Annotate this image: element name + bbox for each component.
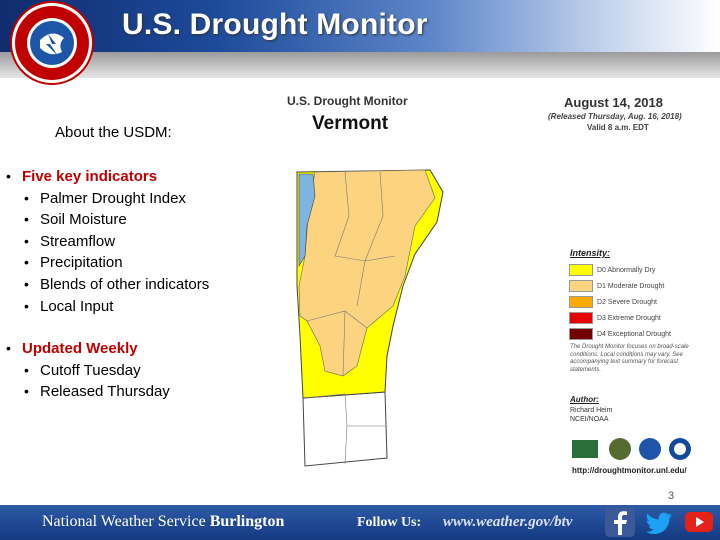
footer-follow-label: Follow Us: — [357, 515, 422, 530]
nidis-logo-icon — [639, 438, 661, 460]
map-release-date: (Released Thursday, Aug. 16, 2018) — [548, 112, 682, 121]
header-banner — [0, 0, 720, 78]
map-date: August 14, 2018 — [564, 95, 663, 110]
list-item: • Released Thursday — [24, 383, 170, 401]
list-item: • Soil Moisture — [24, 211, 127, 229]
page-title: U.S. Drought Monitor — [122, 8, 428, 41]
vermont-map — [296, 169, 444, 467]
map-state-name: Vermont — [312, 113, 389, 134]
agency-logos — [572, 438, 691, 460]
doc-logo-icon — [609, 438, 631, 460]
drought-legend: D0 Abnormally Dry D1 Moderate Drought D2… — [569, 262, 671, 342]
section-label: Five key indicators — [22, 168, 158, 185]
nws-logo-icon — [10, 1, 94, 85]
header-blue-band — [0, 0, 720, 52]
youtube-icon[interactable] — [684, 507, 714, 537]
list-item: • Blends of other indicators — [24, 275, 210, 293]
list-item: • Local Input — [24, 297, 114, 315]
footer-url-link[interactable]: www.weather.gov/btv — [443, 514, 573, 530]
footer-bar: National Weather Service Burlington Foll… — [0, 505, 720, 540]
map-note: The Drought Monitor focuses on broad-sca… — [570, 344, 689, 373]
footer-org: National Weather Service Burlington — [42, 513, 285, 530]
legend-swatch — [569, 264, 593, 276]
map-url[interactable]: http://droughtmonitor.unl.edu/ — [572, 466, 687, 475]
author-name: Richard Heim — [570, 407, 613, 414]
author-info: Richard Heim NCEI/NOAA — [570, 406, 612, 424]
facebook-icon[interactable] — [605, 507, 635, 537]
bullet-section-indicators: • Five key indicators — [6, 166, 209, 188]
twitter-icon[interactable] — [645, 507, 675, 537]
section-label: Updated Weekly — [22, 340, 138, 358]
map-product-title: U.S. Drought Monitor — [287, 94, 408, 108]
list-item: • Cutoff Tuesday — [24, 361, 141, 379]
author-heading: Author: — [570, 395, 599, 404]
legend-title: Intensity: — [570, 248, 611, 258]
legend-item: D2 Severe Drought — [569, 294, 671, 310]
usda-logo-icon — [572, 440, 598, 458]
legend-item: D0 Abnormally Dry — [569, 262, 671, 278]
header-grey-band — [0, 52, 720, 78]
legend-swatch — [569, 280, 593, 292]
drought-map-panel: U.S. Drought Monitor Vermont August 14, … — [285, 86, 715, 481]
bullet-section-updated: • Updated Weekly — [6, 338, 209, 360]
page-number: 3 — [668, 490, 675, 502]
legend-item: D4 Exceptional Drought — [569, 326, 671, 342]
legend-item: D1 Moderate Drought — [569, 278, 671, 294]
about-heading: About the USDM: — [55, 124, 172, 141]
map-valid-time: Valid 8 a.m. EDT — [587, 123, 649, 132]
legend-swatch — [569, 296, 593, 308]
legend-item: D3 Extreme Drought — [569, 310, 671, 326]
legend-swatch — [569, 328, 593, 340]
list-item: • Palmer Drought Index — [24, 189, 186, 207]
bullet-list: • Five key indicators • Palmer Drought Ind… — [6, 166, 209, 403]
author-org: NCEI/NOAA — [570, 416, 609, 423]
list-item: • Streamflow — [24, 232, 116, 250]
legend-swatch — [569, 312, 593, 324]
list-item: • Precipitation — [24, 254, 123, 272]
